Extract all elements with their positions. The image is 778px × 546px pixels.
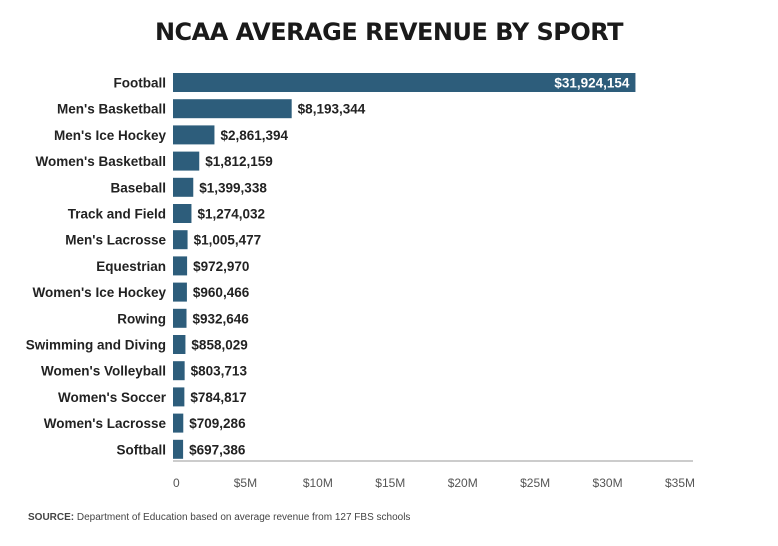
category-label: Equestrian [96,259,166,274]
bar [173,387,185,407]
category-label: Men's Ice Hockey [54,128,167,143]
bar [173,177,194,197]
value-label: $2,861,394 [220,128,288,143]
bar [173,151,200,171]
category-label: Football [114,76,167,91]
category-label: Softball [117,442,167,457]
bars-group: Football $31,924,154 Men's Basketball $8,19… [26,73,636,459]
value-label: $1,399,338 [199,180,267,195]
value-label: $8,193,344 [298,102,366,117]
value-label: $1,005,477 [194,233,262,248]
value-label: $1,812,159 [205,154,273,169]
bar [173,361,185,381]
category-label: Baseball [110,180,166,195]
category-label: Women's Lacrosse [44,416,167,431]
category-label: Women's Soccer [58,390,167,405]
x-tick-label: $25M [520,476,550,490]
x-axis: 0 $5M $10M $15M $20M $25M $30M $35M [173,460,695,490]
bar [173,204,192,223]
bar [173,282,187,302]
value-label: $960,466 [193,285,250,300]
source-note: SOURCE: Department of Education based on… [28,512,410,523]
x-tick-label: $35M [665,476,695,490]
value-label: $932,646 [193,311,250,326]
bar [173,413,184,433]
category-label: Women's Basketball [35,154,166,169]
category-label: Rowing [117,311,166,326]
bar [173,73,636,92]
bar-chart: Football $31,924,154 Men's Basketball $8,19… [26,73,695,490]
bar [173,308,187,328]
value-label: $858,029 [191,338,247,353]
x-tick-label: $5M [234,476,257,490]
source-label: SOURCE: [28,512,75,523]
chart-title: NCAA AVERAGE REVENUE BY SPORT [154,18,624,46]
value-label: $1,274,032 [197,207,265,222]
bar [173,256,188,276]
bar [173,125,215,145]
bar [173,230,188,250]
source-text: Department of Education based on average… [74,512,411,523]
category-label: Swimming and Diving [26,338,166,353]
value-label: $697,386 [189,442,246,457]
category-label: Women's Ice Hockey [32,285,166,300]
value-label: $31,924,154 [554,76,630,91]
x-tick-label: 0 [173,476,180,490]
value-label: $972,970 [193,259,249,274]
category-label: Track and Field [68,207,166,222]
bar [173,439,184,459]
bar [173,99,292,119]
value-label: $803,713 [191,364,248,379]
value-label: $784,817 [190,390,246,405]
category-label: Women's Volleyball [41,364,166,379]
category-label: Men's Basketball [57,102,166,117]
bar [173,335,186,354]
x-tick-label: $10M [303,476,333,490]
x-tick-label: $20M [448,476,478,490]
category-label: Men's Lacrosse [65,233,166,248]
x-tick-label: $30M [593,476,623,490]
x-tick-label: $15M [375,476,405,490]
value-label: $709,286 [189,416,246,431]
